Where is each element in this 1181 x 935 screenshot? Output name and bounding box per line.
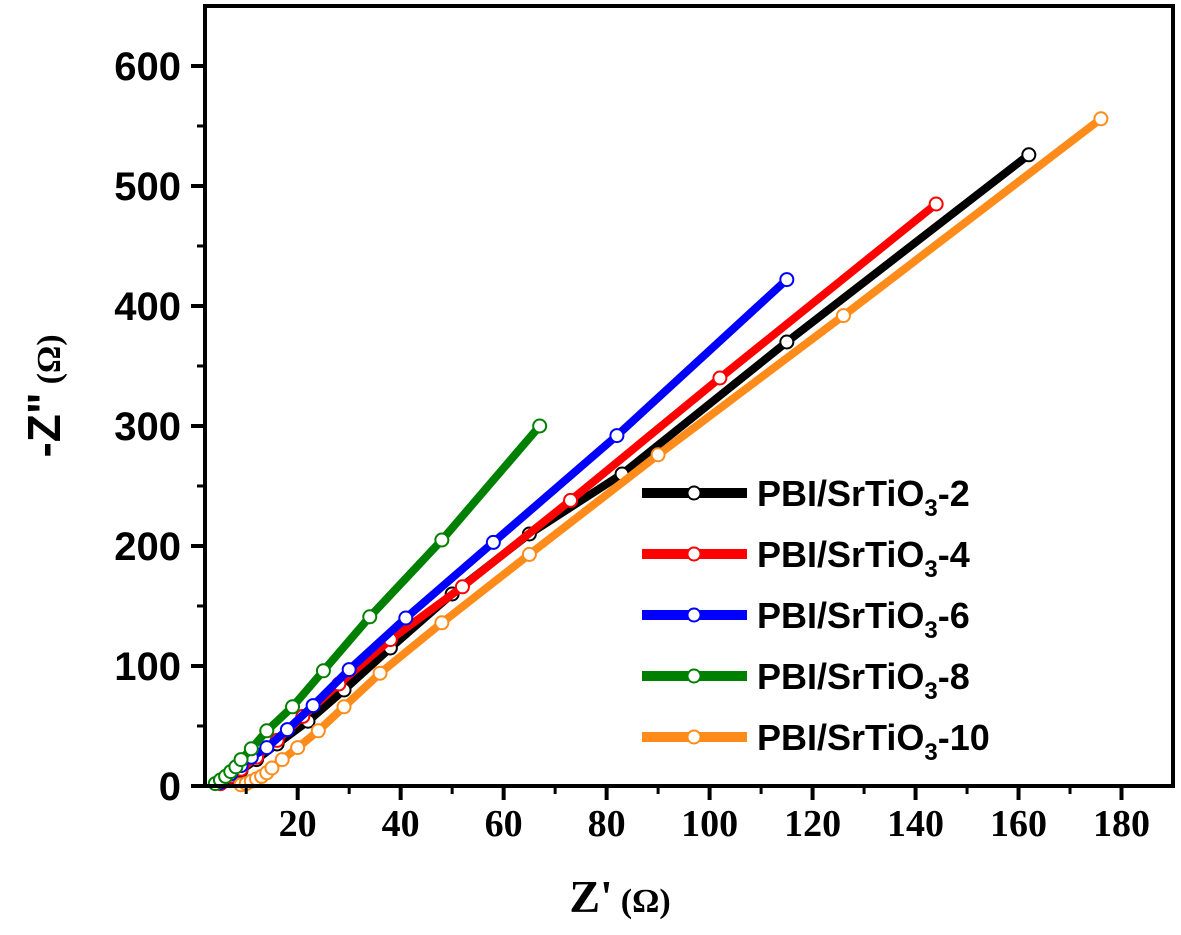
data-point: [305, 698, 321, 714]
data-point: [1093, 111, 1109, 127]
legend-swatch-marker: [686, 729, 702, 745]
data-point: [372, 665, 388, 681]
data-point: [341, 662, 357, 678]
data-point: [454, 579, 470, 595]
data-point: [835, 308, 851, 324]
series-line: [216, 275, 791, 787]
legend-swatch-marker: [686, 546, 702, 562]
x-tick-label: 140: [887, 803, 944, 845]
legend-label: PBI/SrTiO3-2: [757, 473, 970, 522]
x-tick-label: 20: [279, 803, 317, 845]
legend-item: PBI/SrTiO3-6: [642, 595, 970, 644]
legend-label: PBI/SrTiO3-10: [757, 717, 990, 766]
legend-swatch-marker: [686, 607, 702, 623]
y-tick-label: 200: [114, 525, 181, 569]
legend-label: PBI/SrTiO3-4: [757, 534, 970, 583]
legend-label: PBI/SrTiO3-8: [757, 656, 970, 705]
data-point: [362, 609, 378, 625]
legend-item: PBI/SrTiO3-10: [642, 717, 990, 766]
data-point: [285, 699, 301, 715]
data-point: [336, 699, 352, 715]
x-tick-label: 160: [990, 803, 1047, 845]
x-axis-title: Z' (Ω): [569, 871, 670, 922]
y-axis-title: -Z" (Ω): [18, 334, 70, 457]
legend-item: PBI/SrTiO3-4: [642, 534, 970, 583]
x-tick-label: 100: [681, 803, 738, 845]
data-point: [259, 740, 275, 756]
series-PBI/SrTiO3-10: [233, 111, 1109, 793]
data-point: [779, 334, 795, 350]
x-axis-title-unit: (Ω): [621, 883, 671, 920]
data-point: [274, 752, 290, 768]
series-line: [237, 114, 1105, 789]
series-layer: [207, 111, 1109, 793]
data-point: [928, 196, 944, 212]
legend-item: PBI/SrTiO3-2: [642, 473, 970, 522]
y-tick-label: 300: [114, 405, 181, 449]
x-axis-ticks: 20 40 60 80 100 120 140 160 180: [244, 786, 1150, 845]
y-tick-label: 400: [114, 285, 181, 329]
data-point: [233, 752, 249, 768]
data-point: [243, 741, 259, 757]
data-point: [279, 722, 295, 738]
data-point: [259, 723, 275, 739]
data-point: [563, 492, 579, 508]
plot-frame: [203, 4, 1175, 788]
data-point: [434, 532, 450, 548]
legend-swatch-marker: [686, 485, 702, 501]
y-axis-ticks: 0 100 200 300 400 500 600: [114, 45, 205, 809]
data-point: [398, 610, 414, 626]
data-point: [310, 723, 326, 739]
data-point: [779, 272, 795, 288]
y-axis-title-unit: (Ω): [31, 334, 68, 384]
data-point: [521, 546, 537, 562]
legend-swatch-marker: [686, 668, 702, 684]
data-point: [485, 534, 501, 550]
data-point: [434, 615, 450, 631]
legend: PBI/SrTiO3-2 PBI/SrTiO3-4 PBI/SrTiO3-6 PBI/…: [642, 473, 990, 766]
y-tick-label: 600: [114, 45, 181, 89]
x-tick-label: 40: [382, 803, 420, 845]
data-point: [650, 447, 666, 463]
data-point: [264, 760, 280, 776]
data-point: [532, 418, 548, 434]
legend-label: PBI/SrTiO3-6: [757, 595, 970, 644]
x-tick-label: 180: [1093, 803, 1150, 845]
legend-item: PBI/SrTiO3-8: [642, 656, 970, 705]
y-tick-label: 100: [114, 645, 181, 689]
data-point: [290, 740, 306, 756]
x-tick-label: 120: [784, 803, 841, 845]
y-axis-title-main: -Z": [18, 392, 70, 457]
y-tick-label: 0: [159, 765, 181, 809]
series-PBI/SrTiO3-8: [207, 418, 548, 792]
data-point: [315, 663, 331, 679]
x-axis-title-main: Z': [569, 871, 612, 922]
y-tick-label: 500: [114, 165, 181, 209]
data-point: [1021, 147, 1037, 163]
data-point: [712, 370, 728, 386]
x-tick-label: 80: [588, 803, 626, 845]
data-point: [609, 428, 625, 444]
x-tick-label: 60: [485, 803, 523, 845]
